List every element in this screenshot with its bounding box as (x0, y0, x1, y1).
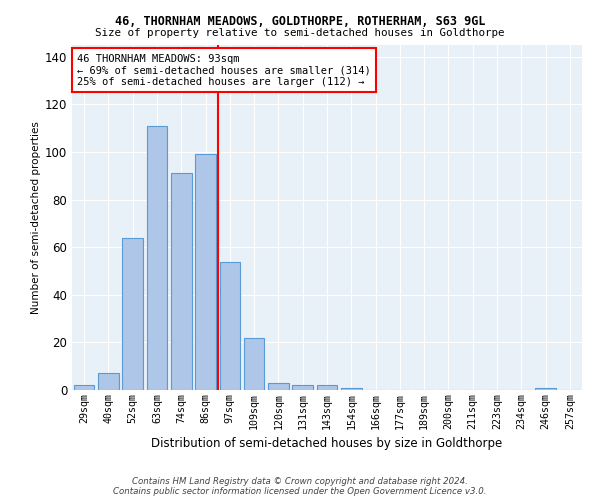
Bar (74, 385, 94, 390)
Bar (244, 338, 265, 390)
Text: Contains public sector information licensed under the Open Government Licence v3: Contains public sector information licen… (113, 487, 487, 496)
Bar (122, 238, 143, 390)
Text: 46 THORNHAM MEADOWS: 93sqm
← 69% of semi-detached houses are smaller (314)
25% o: 46 THORNHAM MEADOWS: 93sqm ← 69% of semi… (77, 54, 371, 87)
Bar (195, 154, 216, 390)
Bar (535, 388, 556, 390)
Bar (146, 126, 167, 390)
Bar (98, 374, 119, 390)
Text: 46, THORNHAM MEADOWS, GOLDTHORPE, ROTHERHAM, S63 9GL: 46, THORNHAM MEADOWS, GOLDTHORPE, ROTHER… (115, 15, 485, 28)
Bar (268, 383, 289, 390)
Text: Contains HM Land Registry data © Crown copyright and database right 2024.: Contains HM Land Registry data © Crown c… (132, 477, 468, 486)
X-axis label: Distribution of semi-detached houses by size in Goldthorpe: Distribution of semi-detached houses by … (151, 437, 503, 450)
Bar (341, 388, 362, 390)
Text: Size of property relative to semi-detached houses in Goldthorpe: Size of property relative to semi-detach… (95, 28, 505, 38)
Bar (220, 262, 240, 390)
Bar (171, 174, 191, 390)
Bar (317, 385, 337, 390)
Y-axis label: Number of semi-detached properties: Number of semi-detached properties (31, 121, 41, 314)
Bar (292, 385, 313, 390)
